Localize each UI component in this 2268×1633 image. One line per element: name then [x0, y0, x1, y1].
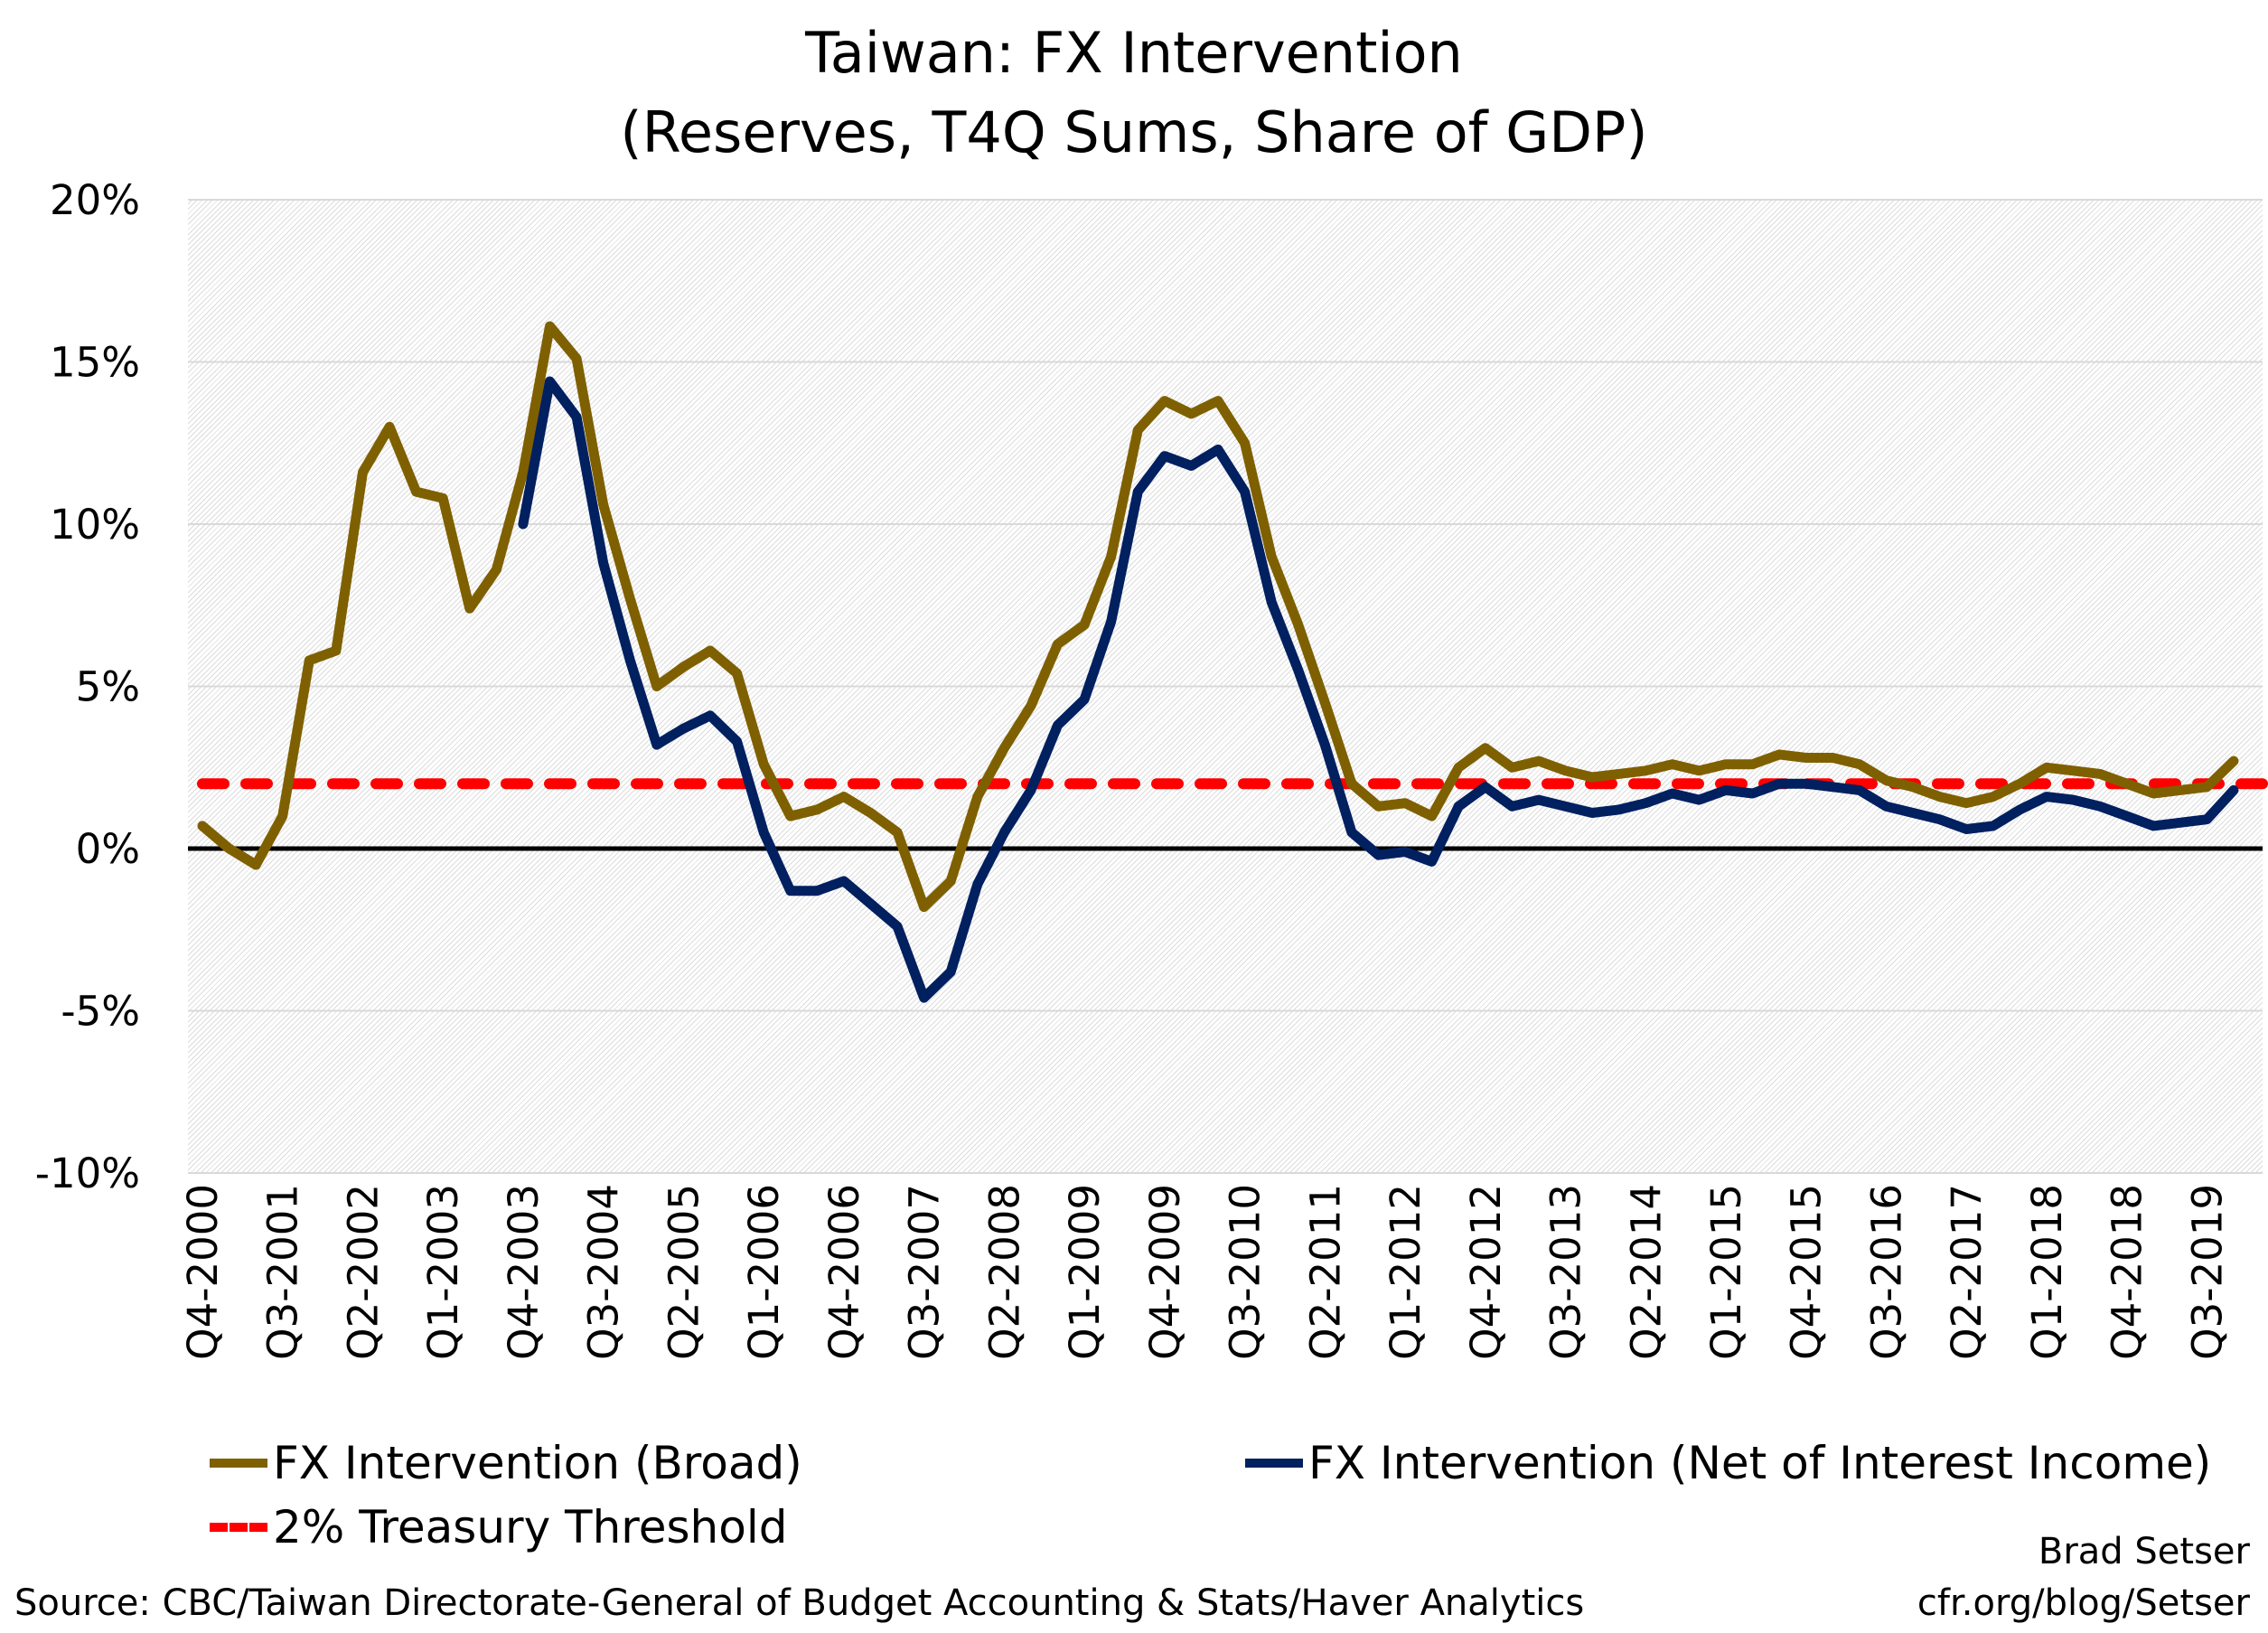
x-tick-label: Q2-2008	[980, 1184, 1028, 1360]
legend-label-net: FX Intervention (Net of Interest Income)	[1308, 1437, 2212, 1489]
x-tick-label: Q2-2002	[339, 1184, 387, 1360]
legend-swatch-broad	[210, 1459, 267, 1468]
y-tick-label: 10%	[50, 501, 140, 549]
x-tick-label: Q2-2011	[1301, 1184, 1349, 1360]
x-tick-label: Q3-2016	[1862, 1184, 1910, 1360]
y-tick-label: 0%	[76, 825, 140, 873]
x-tick-label: Q3-2019	[2183, 1184, 2231, 1360]
x-tick-label: Q4-2018	[2104, 1184, 2151, 1360]
series-line-net	[518, 376, 2239, 1003]
x-tick-label: Q4-2000	[179, 1184, 227, 1360]
chart-title: Taiwan: FX Intervention	[805, 20, 1463, 86]
x-tick-label: Q1-2012	[1382, 1184, 1429, 1360]
x-tick-label: Q2-2017	[1943, 1184, 1991, 1360]
x-tick-label: Q1-2003	[419, 1184, 467, 1360]
x-tick-label: Q4-2003	[500, 1184, 548, 1360]
legend-threshold: 2% Treasury Threshold	[210, 1505, 787, 1550]
x-tick-label: Q3-2004	[580, 1184, 628, 1360]
x-tick-label: Q3-2010	[1222, 1184, 1270, 1360]
legend-label-broad: FX Intervention (Broad)	[273, 1437, 802, 1489]
x-tick-label: Q2-2005	[660, 1184, 708, 1360]
chart-subtitle: (Reserves, T4Q Sums, Share of GDP)	[620, 99, 1648, 165]
author-url: cfr.org/blog/Setser	[1917, 1582, 2250, 1624]
x-tick-label: Q1-2006	[740, 1184, 788, 1360]
x-tick-label: Q2-2014	[1622, 1184, 1670, 1360]
legend-label-threshold: 2% Treasury Threshold	[273, 1501, 788, 1553]
x-tick-label: Q3-2007	[901, 1184, 949, 1360]
author: Brad Setser	[2038, 1531, 2250, 1572]
legend-swatch-net	[1245, 1459, 1303, 1468]
x-tick-label: Q1-2015	[1702, 1184, 1750, 1360]
x-tick-label: Q1-2009	[1061, 1184, 1109, 1360]
y-tick-label: 5%	[76, 663, 140, 711]
x-tick-label: Q4-2012	[1462, 1184, 1510, 1360]
legend-swatch-threshold	[210, 1523, 267, 1532]
x-tick-label: Q3-2013	[1542, 1184, 1590, 1360]
x-tick-label: Q3-2001	[259, 1184, 307, 1360]
y-tick-label: -10%	[35, 1150, 140, 1197]
y-tick-label: 20%	[50, 176, 140, 224]
source-note: Source: CBC/Taiwan Directorate-General o…	[14, 1582, 1585, 1624]
y-tick-label: 15%	[50, 339, 140, 387]
y-tick-label: -5%	[61, 988, 140, 1036]
x-tick-label: Q1-2018	[2023, 1184, 2071, 1360]
x-tick-label: Q4-2009	[1141, 1184, 1189, 1360]
x-tick-label: Q4-2015	[1783, 1184, 1831, 1360]
legend-net: FX Intervention (Net of Interest Income)	[1245, 1441, 2211, 1486]
x-tick-label: Q4-2006	[820, 1184, 868, 1360]
legend-broad: FX Intervention (Broad)	[210, 1441, 802, 1486]
